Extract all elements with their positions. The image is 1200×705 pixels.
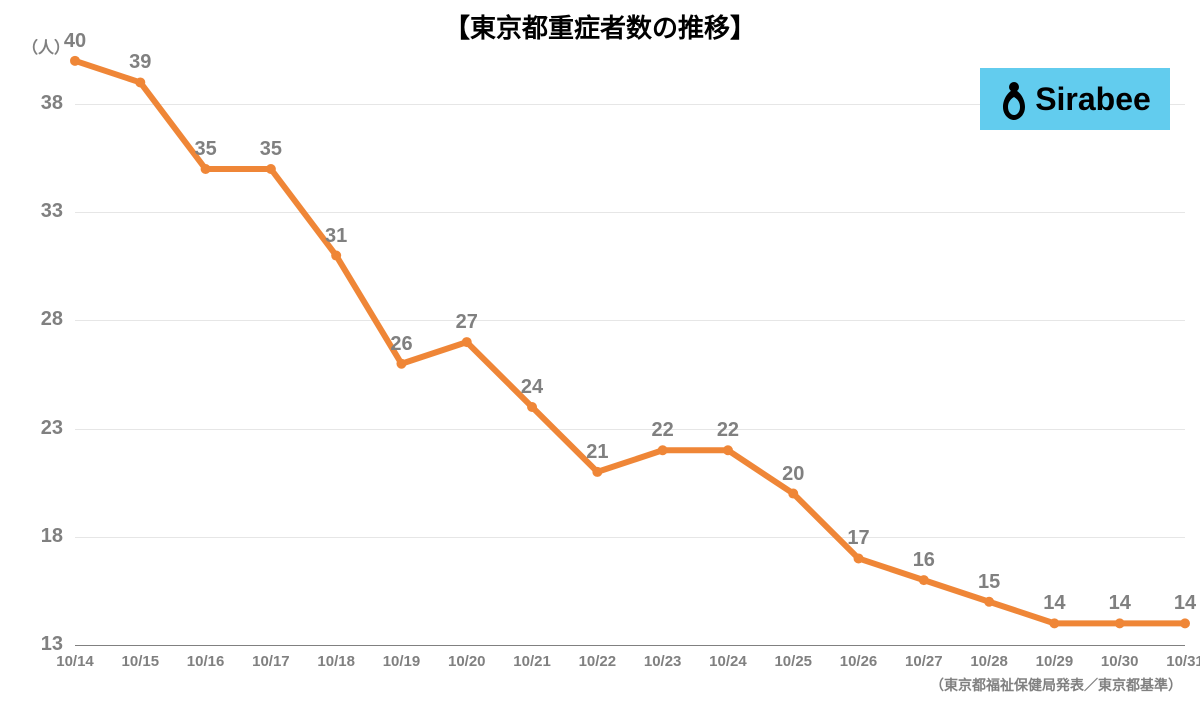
sirabee-logo-text: Sirabee	[1035, 81, 1151, 118]
data-label: 21	[586, 441, 608, 464]
chart-source-note: （東京都福祉保健局発表／東京都基準）	[930, 675, 1182, 695]
data-label: 31	[325, 225, 347, 248]
series-marker	[462, 337, 472, 347]
series-marker	[70, 56, 80, 66]
series-line	[75, 61, 1185, 624]
data-label: 39	[129, 51, 151, 74]
data-label: 14	[1109, 592, 1131, 615]
data-label: 15	[978, 571, 1000, 594]
series-marker	[135, 77, 145, 87]
series-marker	[984, 597, 994, 607]
data-label: 35	[194, 138, 216, 161]
data-label: 24	[521, 376, 543, 399]
chart-container: 【東京都重症者数の推移】 （人） 131823283338 10/1410/15…	[0, 0, 1200, 705]
series-marker	[1049, 618, 1059, 628]
series-marker	[1115, 618, 1125, 628]
data-label: 22	[717, 419, 739, 442]
series-marker	[201, 164, 211, 174]
data-label: 14	[1174, 592, 1196, 615]
data-label: 17	[847, 527, 869, 550]
sirabee-logo: Sirabee	[980, 68, 1170, 130]
series-marker	[527, 402, 537, 412]
series-marker	[331, 251, 341, 261]
sirabee-logo-icon	[999, 77, 1029, 121]
series-marker	[266, 164, 276, 174]
data-label: 14	[1043, 592, 1065, 615]
series-marker	[658, 445, 668, 455]
data-label: 20	[782, 463, 804, 486]
series-marker	[919, 575, 929, 585]
data-label: 40	[64, 30, 86, 53]
series-marker	[1180, 618, 1190, 628]
series-marker	[723, 445, 733, 455]
series-marker	[788, 489, 798, 499]
series-marker	[854, 553, 864, 563]
series-marker	[592, 467, 602, 477]
data-label: 16	[913, 549, 935, 572]
data-label: 26	[390, 333, 412, 356]
data-label: 27	[456, 311, 478, 334]
data-label: 35	[260, 138, 282, 161]
series-marker	[396, 359, 406, 369]
data-label: 22	[652, 419, 674, 442]
